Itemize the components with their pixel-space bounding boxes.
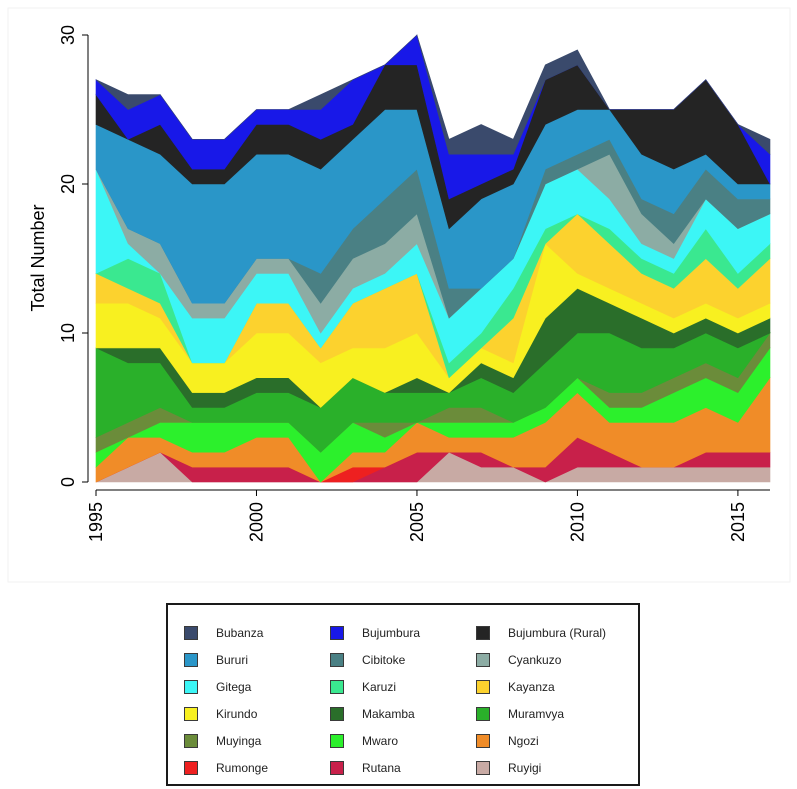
legend-label: Rumonge: [216, 760, 269, 775]
legend-item: Makamba: [330, 700, 476, 727]
legend-swatch: [330, 679, 344, 694]
legend-label: Makamba: [362, 706, 415, 721]
legend-swatch: [330, 706, 344, 721]
x-tick-label: 2010: [567, 502, 587, 542]
legend-label: Muramvya: [508, 706, 565, 721]
legend-item: Ruyigi: [476, 754, 636, 781]
legend-label: Cibitoke: [362, 652, 406, 667]
legend-item: Kayanza: [476, 673, 636, 700]
legend-label: Bujumbura (Rural): [508, 625, 607, 640]
legend-swatch: [184, 625, 198, 640]
legend-label: Karuzi: [362, 679, 397, 694]
x-tick-label: 2005: [407, 502, 427, 542]
chart-area: 0 10 20 30 1995 2000 2005 2010 2015 Total Number: [7, 7, 791, 583]
legend-swatch: [330, 625, 344, 640]
legend-label: Ngozi: [508, 733, 539, 748]
legend-label: Cyankuzo: [508, 652, 562, 667]
legend-label: Gitega: [216, 679, 252, 694]
x-tick-label: 1995: [86, 502, 106, 542]
axes-group: 0 10 20 30 1995 2000 2005 2010 2015: [58, 25, 770, 542]
stacked-area-chart: 0 10 20 30 1995 2000 2005 2010 2015 Total Number: [7, 7, 791, 583]
legend-item: Gitega: [184, 673, 330, 700]
legend-swatch: [476, 760, 490, 775]
legend: Bubanza Bujumbura Bujumbura (Rural) Bururi C…: [166, 603, 640, 786]
legend-label: Bururi: [216, 652, 249, 667]
y-tick-label: 20: [58, 174, 78, 194]
y-tick-label: 10: [58, 323, 78, 343]
legend-item: Kirundo: [184, 700, 330, 727]
area-bubanza: [95, 34, 771, 155]
legend-label: Rutana: [362, 760, 401, 775]
y-axis-title: Total Number: [28, 204, 48, 311]
legend-label: Bujumbura: [362, 625, 421, 640]
legend-swatch: [184, 652, 198, 667]
legend-swatch: [476, 706, 490, 721]
legend-label: Mwaro: [362, 733, 399, 748]
legend-swatch: [330, 652, 344, 667]
legend-swatch: [330, 733, 344, 748]
x-tick-label: 2000: [246, 502, 266, 542]
x-tick-label: 2015: [728, 502, 748, 542]
legend-label: Bubanza: [216, 625, 264, 640]
legend-item: Rumonge: [184, 754, 330, 781]
legend-item: Bururi: [184, 646, 330, 673]
legend-item: Karuzi: [330, 673, 476, 700]
legend-label: Muyinga: [216, 733, 262, 748]
legend-label: Ruyigi: [508, 760, 542, 775]
legend-item: Ngozi: [476, 727, 636, 754]
area-series-group: [95, 34, 771, 483]
y-tick-label: 0: [58, 477, 78, 487]
legend-swatch: [184, 760, 198, 775]
legend-label: Kayanza: [508, 679, 555, 694]
legend-item: Bujumbura (Rural): [476, 619, 636, 646]
legend-swatch: [184, 706, 198, 721]
legend-item: Cyankuzo: [476, 646, 636, 673]
legend-swatch: [330, 760, 344, 775]
legend-swatch: [476, 625, 490, 640]
legend-item: Muramvya: [476, 700, 636, 727]
legend-item: Cibitoke: [330, 646, 476, 673]
y-tick-label: 30: [58, 25, 78, 45]
legend-label: Kirundo: [216, 706, 258, 721]
legend-item: Bujumbura: [330, 619, 476, 646]
legend-swatch: [184, 733, 198, 748]
legend-swatch: [476, 733, 490, 748]
legend-swatch: [476, 679, 490, 694]
legend-item: Rutana: [330, 754, 476, 781]
legend-item: Muyinga: [184, 727, 330, 754]
legend-item: Mwaro: [330, 727, 476, 754]
legend-item: Bubanza: [184, 619, 330, 646]
legend-swatch: [476, 652, 490, 667]
legend-swatch: [184, 679, 198, 694]
legend-grid: Bubanza Bujumbura Bujumbura (Rural) Bururi C…: [184, 619, 630, 776]
